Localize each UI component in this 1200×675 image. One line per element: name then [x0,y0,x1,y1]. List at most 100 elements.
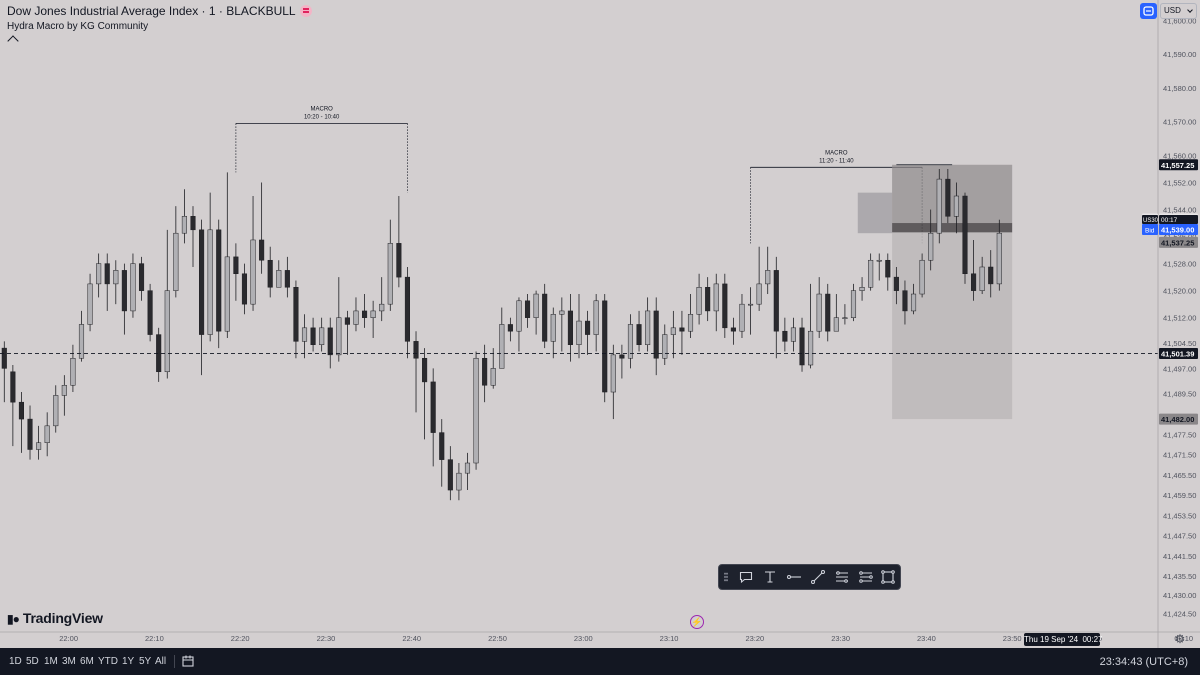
candle-body[interactable] [610,354,616,393]
candle-body[interactable] [319,327,325,345]
candle-body[interactable] [259,239,265,261]
candle-body[interactable] [893,276,899,291]
timeframe-ytd-button[interactable]: YTD [98,656,118,667]
candle-body[interactable] [550,314,556,342]
candle-body[interactable] [850,290,857,318]
candle-body[interactable] [199,229,205,335]
candle-body[interactable] [404,276,410,342]
candle-body[interactable] [730,327,736,332]
rectangle-tool-button[interactable] [879,568,897,586]
candle-body[interactable] [379,303,385,312]
candle-body[interactable] [679,327,685,332]
candle-body[interactable] [782,330,788,342]
candle-body[interactable] [971,273,977,291]
candle-body[interactable] [988,266,994,285]
candle-body[interactable] [87,283,93,325]
candle-body[interactable] [816,293,822,332]
candle-body[interactable] [147,290,153,335]
timeframe-3m-button[interactable]: 3M [62,656,76,667]
candle-body[interactable] [113,270,119,285]
candle-body[interactable] [36,442,42,450]
candle-body[interactable] [919,259,925,295]
session-clock[interactable]: 23:34:43 (UTC+8) [1099,656,1188,668]
candle-body[interactable] [842,317,848,319]
candle-body[interactable] [18,401,24,420]
entry-band[interactable] [892,223,1013,233]
compare-symbol-button[interactable] [1140,3,1157,19]
candle-body[interactable] [327,327,333,356]
candle-body[interactable] [276,270,282,288]
parallel-channel-tool-button[interactable] [833,568,851,586]
candle-body[interactable] [70,357,76,386]
candle-body[interactable] [859,287,865,291]
indicator-legend[interactable]: Hydra Macro by KG Community [7,21,149,32]
candle-body[interactable] [636,324,642,345]
candle-body[interactable] [687,314,694,332]
candle-body[interactable] [121,270,127,312]
candle-body[interactable] [173,232,179,291]
candle-body[interactable] [790,327,796,342]
candle-body[interactable] [559,310,565,315]
stop-loss-zone[interactable] [892,164,1013,224]
candle-body[interactable] [756,283,762,305]
candle-body[interactable] [670,327,676,335]
symbol-title[interactable]: Dow Jones Industrial Average Index · 1 ·… [7,4,312,18]
candle-body[interactable] [953,195,959,217]
fib-channel-tool-button[interactable] [857,568,875,586]
candle-body[interactable] [662,334,668,359]
candle-body[interactable] [996,232,1002,285]
candle-body[interactable] [627,324,634,359]
candle-body[interactable] [799,327,805,366]
take-profit-zone[interactable] [892,232,1013,420]
candle-body[interactable] [585,320,591,335]
candle-body[interactable] [928,232,934,261]
candle-body[interactable] [979,266,985,291]
candle-body[interactable] [353,310,359,325]
candle-body[interactable] [310,327,316,345]
candle-body[interactable] [696,287,702,315]
drag-handle-icon[interactable] [724,572,728,582]
candle-body[interactable] [53,395,59,427]
timeframe-1m-button[interactable]: 1M [44,656,58,667]
candle-body[interactable] [181,216,187,234]
candle-body[interactable] [284,270,290,288]
candle-body[interactable] [233,256,239,275]
candle-body[interactable] [945,178,951,217]
timeframe-5y-button[interactable]: 5Y [139,656,152,667]
candle-body[interactable] [713,283,719,312]
candle-body[interactable] [739,303,745,332]
candle-body[interactable] [653,310,659,359]
candle-body[interactable] [224,256,230,332]
candle-body[interactable] [430,381,436,433]
candle-body[interactable] [61,385,67,396]
candle-body[interactable] [910,293,917,312]
candle-body[interactable] [104,263,110,285]
candle-body[interactable] [78,324,85,359]
candle-body[interactable] [250,239,256,305]
candle-body[interactable] [645,310,651,345]
candle-body[interactable] [936,178,942,234]
candle-body[interactable] [473,357,479,464]
candle-body[interactable] [207,229,213,335]
candle-body[interactable] [576,320,582,345]
candle-body[interactable] [387,243,393,305]
candle-body[interactable] [456,472,462,491]
candle-body[interactable] [748,303,754,306]
candle-body[interactable] [190,216,196,231]
candle-body[interactable] [524,300,531,318]
candle-body[interactable] [96,263,102,285]
text-tool-button[interactable] [761,568,779,586]
candle-body[interactable] [885,259,891,278]
candle-body[interactable] [876,259,882,262]
candle-body[interactable] [241,273,248,305]
timeframe-5d-button[interactable]: 5D [26,656,39,667]
axis-settings-gear-icon[interactable]: ⚙ [1174,632,1186,646]
candle-body[interactable] [301,327,308,342]
timeframe-1y-button[interactable]: 1Y [122,656,135,667]
candle-body[interactable] [507,324,513,332]
candle-body[interactable] [490,368,496,386]
currency-select[interactable]: USD [1160,3,1197,19]
candle-body[interactable] [593,300,599,335]
candle-body[interactable] [138,263,145,291]
timeframe-6m-button[interactable]: 6M [80,656,94,667]
